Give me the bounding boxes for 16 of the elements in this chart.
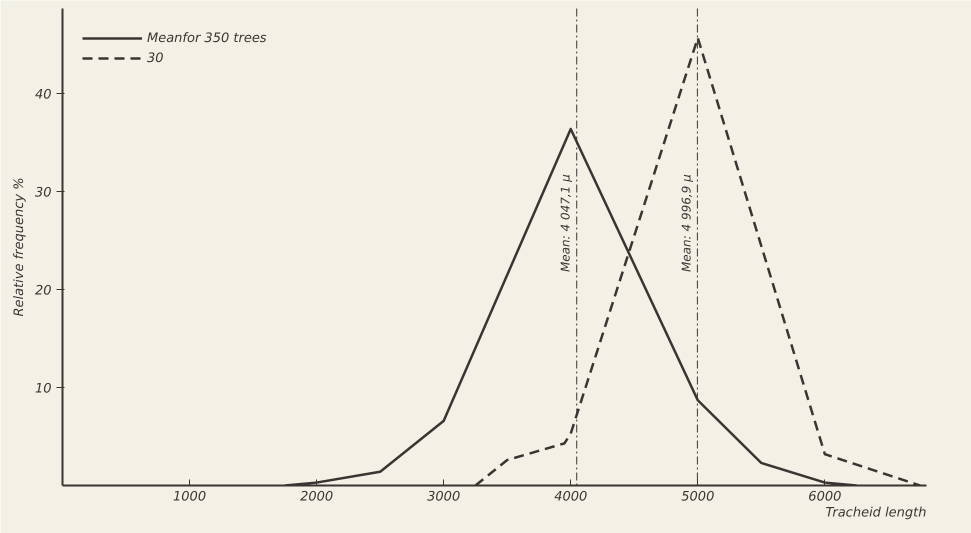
x-tick-label: 2000 [300,490,334,504]
legend-label: Meanfor 350 trees [147,30,267,46]
y-axis-title: Relative frequency % [12,177,27,317]
x-tick-label: 4000 [554,490,588,504]
y-tick-label: 10 [34,382,52,397]
ref-line-label: Mean: 4 996,9 μ [679,174,694,272]
y-tick-label: 40 [34,88,52,103]
x-tick-label: 6000 [808,490,842,504]
y-tick-label: 20 [34,284,52,299]
y-tick-label: 30 [34,186,52,201]
x-tick-label: 1000 [173,490,206,504]
ref-line-label: Mean: 4 047,1 μ [558,174,573,272]
legend-label: 30 [147,50,165,66]
x-axis-title: Tracheid length [825,506,926,520]
x-tick-label: 3000 [427,490,460,504]
x-tick-label: 5000 [681,490,714,504]
